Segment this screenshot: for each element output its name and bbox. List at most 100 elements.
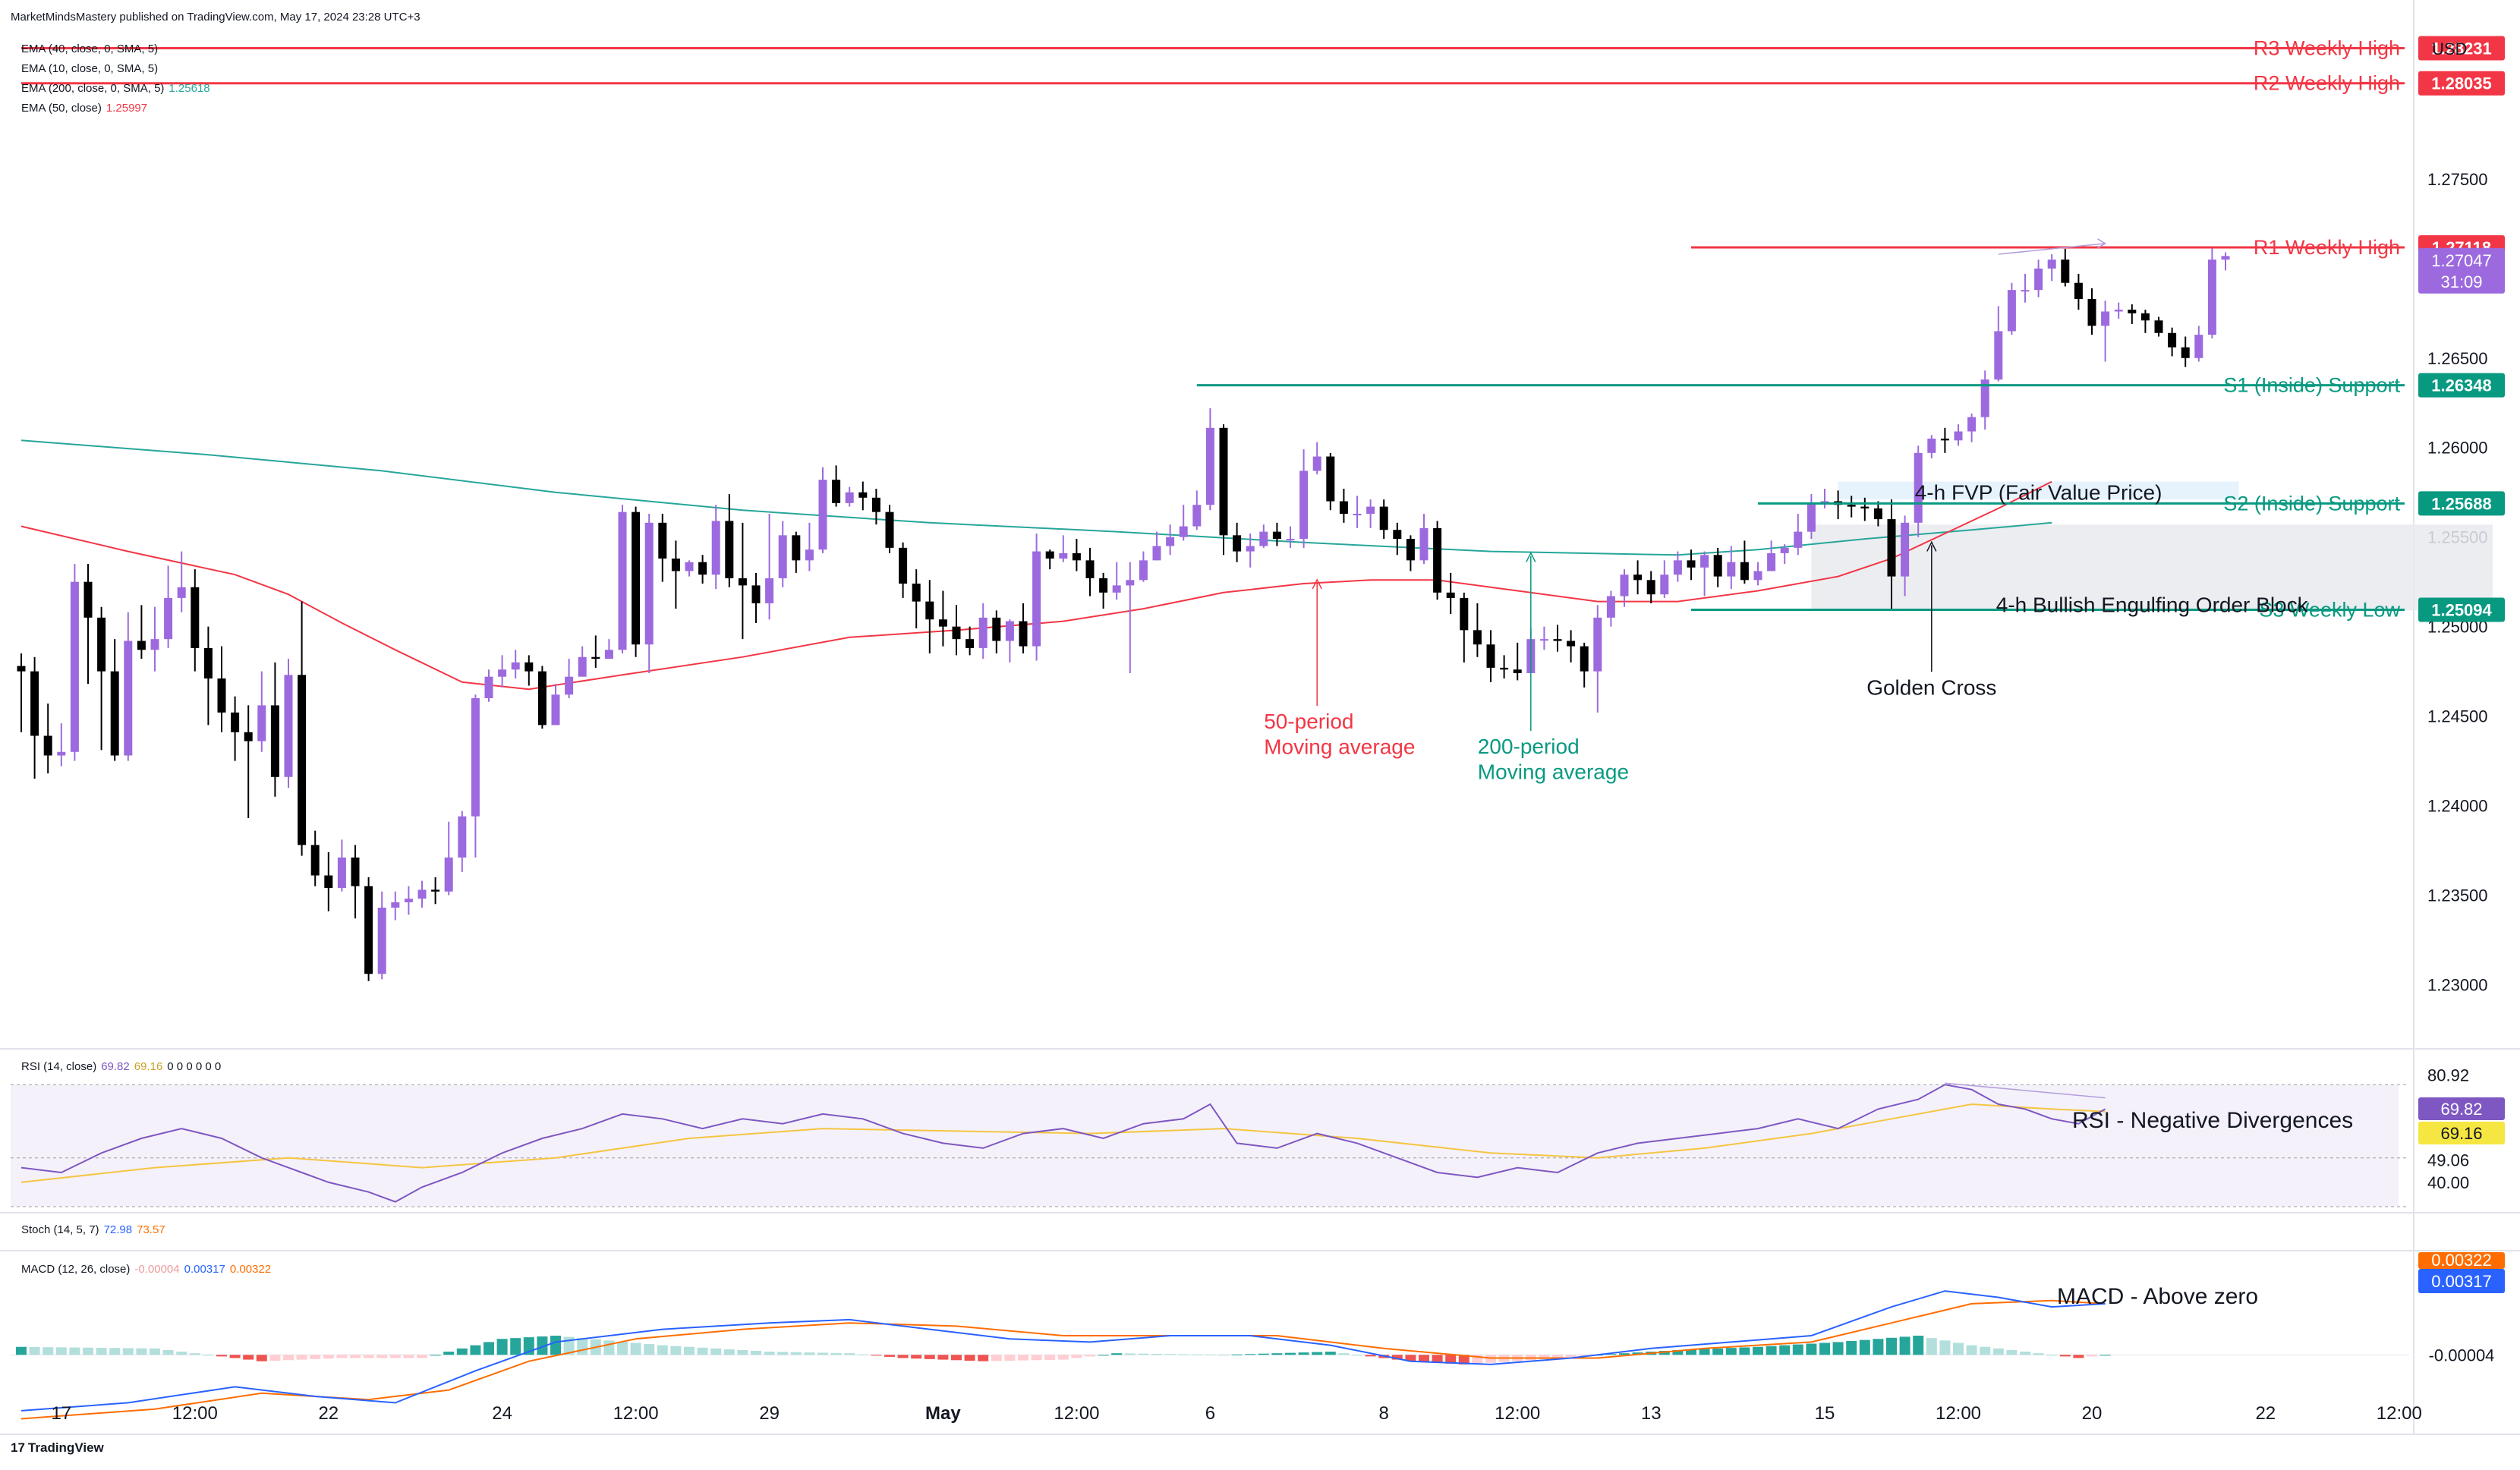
candle-bull	[1593, 617, 1602, 672]
rsi-value-tag	[2418, 1097, 2505, 1121]
time-axis-label: 22	[2255, 1403, 2276, 1424]
macd-hist-bar	[122, 1348, 134, 1355]
macd-hist-bar	[964, 1355, 975, 1361]
candle-bull	[1980, 379, 1989, 417]
level-label: S1 (Inside) Support	[2223, 374, 2400, 397]
macd-hist-bar	[283, 1355, 294, 1361]
candle-bull	[1312, 456, 1321, 471]
candle-bear	[1513, 669, 1522, 673]
macd-hist-bar	[1258, 1353, 1269, 1355]
macd-hist-bar	[83, 1347, 93, 1355]
macd-hist-bar	[336, 1355, 348, 1358]
price-divergence-arrowhead	[2097, 238, 2107, 249]
candle-bear	[351, 857, 360, 886]
candle-bull	[2114, 310, 2123, 312]
macd-hist-bar	[697, 1347, 708, 1355]
time-axis-label: 6	[1205, 1403, 1215, 1424]
macd-hist-bar	[1245, 1354, 1256, 1355]
candle-bull	[1032, 551, 1041, 647]
macd-hist-bar	[1886, 1337, 1897, 1355]
candle-bull	[1780, 547, 1789, 553]
candle-bear	[83, 581, 93, 618]
macd-hist-bar	[1338, 1353, 1350, 1355]
macd-hist-bar	[937, 1355, 949, 1360]
candle-bear	[1567, 641, 1576, 647]
macd-hist-bar	[1632, 1352, 1643, 1355]
candle-bull	[2034, 268, 2043, 291]
macd-hist-bar	[723, 1349, 735, 1355]
macd-hist-bar	[617, 1341, 628, 1355]
candle-bear	[1847, 505, 1856, 507]
candle-bear	[925, 601, 934, 620]
macd-hist-bar	[1939, 1340, 1951, 1355]
candle-bull	[484, 676, 493, 698]
candle-bull	[2047, 260, 2056, 269]
macd-hist-bar	[323, 1355, 334, 1359]
candle-bull	[1727, 562, 1736, 577]
macd-hist-bar	[136, 1348, 147, 1355]
macd-hist-bar	[256, 1355, 267, 1361]
macd-hist-bar	[1686, 1349, 1696, 1355]
candle-bear	[952, 626, 961, 640]
candle-bear	[992, 617, 1001, 641]
macd-hist-bar	[2073, 1355, 2084, 1358]
candle-bull	[685, 562, 694, 571]
macd-hist-bar	[1391, 1355, 1403, 1360]
candle-bear	[2128, 310, 2137, 313]
candle-bull	[2207, 260, 2216, 335]
rsi-annotation: RSI - Negative Divergences	[2072, 1108, 2353, 1133]
time-axis-label: 12:00	[1054, 1403, 1099, 1424]
candle-bull	[1700, 555, 1709, 568]
level-label: R2 Weekly High	[2254, 72, 2400, 95]
candle-bear	[1500, 667, 1509, 670]
macd-hist-bar	[751, 1351, 761, 1355]
candle-bear	[832, 480, 841, 503]
level-price-value: 1.25688	[2431, 494, 2492, 513]
candle-bear	[1887, 519, 1896, 577]
candle-bear	[1633, 574, 1643, 581]
macd-hist-bar	[1138, 1353, 1149, 1355]
macd-hist-bar	[417, 1355, 427, 1358]
candle-bear	[858, 492, 868, 498]
macd-hist-bar	[1712, 1348, 1724, 1355]
candle-bear	[1233, 535, 1242, 552]
annotation-label: 50-period Moving average	[1264, 710, 1415, 759]
candle-bull	[2021, 290, 2030, 292]
time-axis-label: 29	[759, 1403, 780, 1424]
annotation-arrowhead	[1312, 578, 1322, 590]
candle-bear	[632, 512, 641, 645]
candle-bull	[2221, 256, 2230, 260]
macd-hist-bar	[363, 1355, 374, 1358]
macd-hist-bar	[1312, 1352, 1323, 1355]
rsi-band	[11, 1084, 2399, 1207]
macd-hist-bar	[1018, 1355, 1028, 1361]
macd-hist-bar	[1445, 1355, 1457, 1364]
macd-hist-bar	[389, 1355, 401, 1358]
candle-bull	[1192, 505, 1202, 527]
candle-bull	[551, 694, 560, 726]
macd-hist-bar	[403, 1355, 414, 1358]
candle-bear	[43, 735, 52, 756]
candle-bear	[1085, 560, 1095, 578]
candle-bear	[364, 886, 373, 974]
candle-bull	[604, 650, 613, 659]
candle-bull	[164, 597, 173, 640]
candle-bull	[1366, 506, 1375, 515]
macd-hist-bar	[1899, 1336, 1910, 1355]
candle-bear	[751, 585, 761, 603]
candle-bear	[1339, 501, 1348, 515]
macd-hist-bar	[1151, 1353, 1162, 1355]
candle-bear	[17, 666, 26, 672]
candle-bear	[938, 619, 947, 627]
candle-bull	[765, 578, 774, 603]
level-price-value: 1.28231	[2431, 39, 2492, 58]
candle-bear	[2168, 332, 2177, 348]
candle-bear	[1687, 560, 1696, 568]
macd-hist-bar	[790, 1352, 802, 1355]
candle-bear	[885, 512, 894, 548]
time-axis-label: 13	[1641, 1403, 1662, 1424]
candle-bear	[738, 578, 747, 586]
time-axis-label: 20	[2082, 1403, 2103, 1424]
macd-hist-bar	[1658, 1351, 1670, 1355]
indicator-ema50: EMA (50, close) 1.25997	[21, 102, 148, 115]
